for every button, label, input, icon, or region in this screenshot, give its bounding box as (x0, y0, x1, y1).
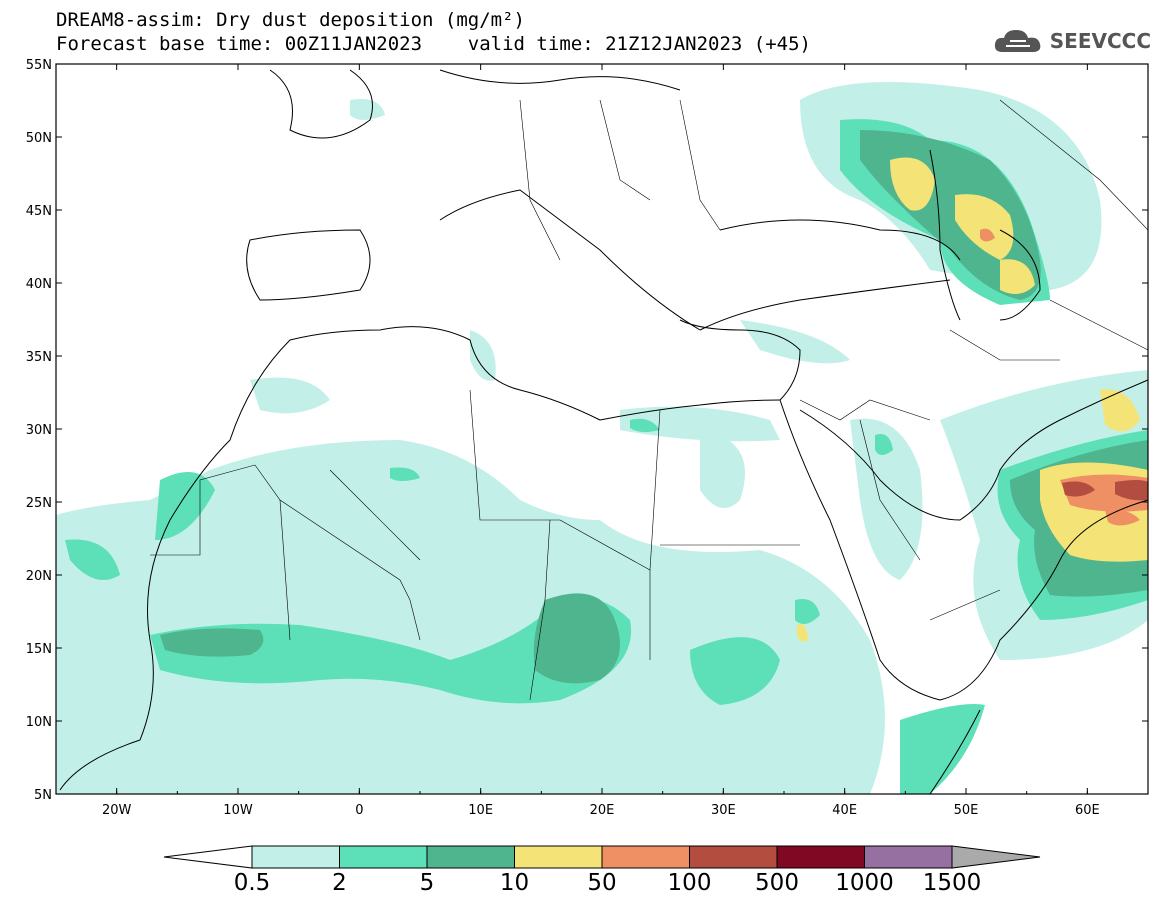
legend-swatch (514, 845, 603, 869)
legend-swatch (601, 845, 690, 869)
legend-label: 1000 (835, 870, 894, 896)
map-subtitle: Forecast base time: 00Z11JAN2023 valid t… (56, 33, 811, 55)
legend-label: 500 (755, 870, 799, 896)
legend-swatch (776, 845, 865, 869)
legend-swatch (339, 845, 428, 869)
y-tick-label: 45N (26, 204, 52, 219)
y-tick-label: 35N (26, 350, 52, 365)
y-tick-label: 10N (26, 715, 52, 730)
x-tick-label: 10W (223, 803, 253, 818)
dust-layer-0-5 (56, 82, 1148, 794)
y-tick-label: 15N (26, 642, 52, 657)
dust-layer-100 (1062, 480, 1148, 501)
y-tick-label: 55N (26, 58, 52, 73)
x-tick-label: 20E (590, 803, 615, 818)
y-tick-label: 5N (34, 788, 52, 803)
coastlines (59, 69, 1148, 794)
seevccc-logo: SEEVCCC (992, 26, 1151, 56)
x-axis-ticks: 20W 10W 0 10E 20E 30E 40E 50E 60E (55, 64, 1149, 818)
color-legend: 0.5 2 5 10 50 100 500 1000 1500 (163, 845, 1041, 896)
x-tick-label: 50E (954, 803, 979, 818)
y-axis-ticks: 55N 50N 45N 40N 35N 30N 25N 20N 15N 10N 5N (26, 58, 1148, 803)
legend-swatch (426, 845, 515, 869)
legend-swatch (864, 845, 953, 869)
x-tick-label: 40E (832, 803, 857, 818)
map-title: DREAM8-assim: Dry dust deposition (mg/m²… (56, 9, 525, 31)
cloud-icon (994, 30, 1041, 52)
y-tick-label: 25N (26, 496, 52, 511)
y-tick-label: 20N (26, 569, 52, 584)
legend-label: 2 (332, 870, 347, 896)
x-tick-label: 60E (1075, 803, 1100, 818)
legend-swatch (251, 845, 340, 869)
x-tick-label: 10E (468, 803, 493, 818)
legend-label: 1500 (923, 870, 982, 896)
legend-swatch (689, 845, 778, 869)
y-tick-label: 40N (26, 277, 52, 292)
x-tick-label: 0 (355, 803, 363, 818)
legend-over-arrow (951, 845, 1041, 869)
legend-label: 50 (587, 870, 616, 896)
x-tick-label: 20W (102, 803, 132, 818)
legend-under-arrow (163, 845, 253, 869)
legend-label: 5 (420, 870, 435, 896)
legend-label: 10 (500, 870, 529, 896)
legend-label: 0.5 (234, 870, 271, 896)
legend-label: 100 (668, 870, 712, 896)
y-tick-label: 30N (26, 423, 52, 438)
logo-text: SEEVCCC (1049, 29, 1151, 53)
borders (150, 99, 1148, 701)
y-tick-label: 50N (26, 131, 52, 146)
x-tick-label: 30E (711, 803, 736, 818)
